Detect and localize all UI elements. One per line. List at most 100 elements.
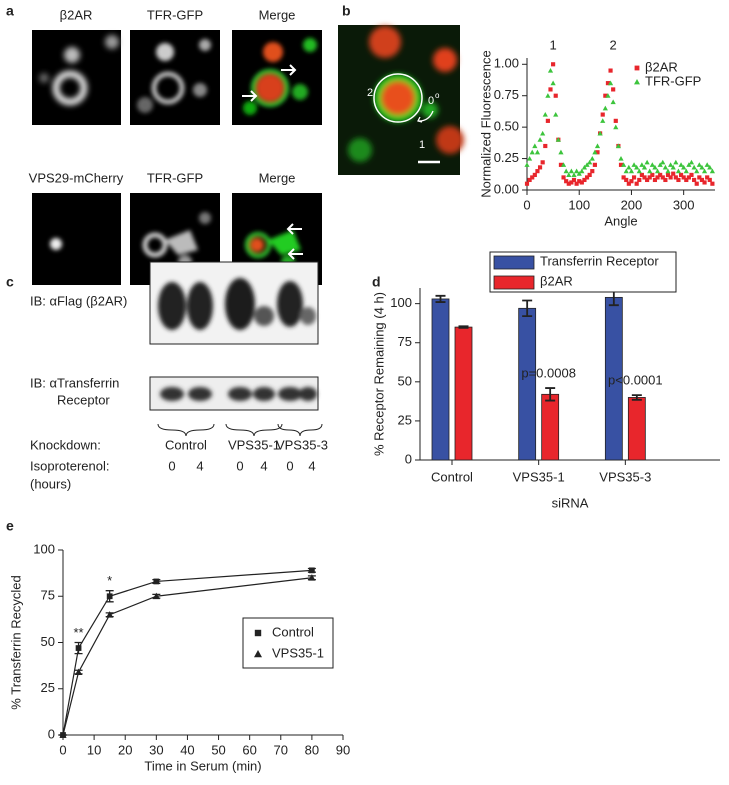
marker: [581, 164, 588, 170]
annotation: p<0.0001: [608, 373, 663, 388]
bar: [627, 397, 646, 461]
y-tick-label: 0.50: [494, 119, 519, 134]
marker: [152, 592, 160, 600]
marker: [553, 93, 558, 98]
image-label: TFR-GFP: [147, 170, 203, 185]
marker: [534, 149, 541, 155]
marker: [647, 168, 653, 174]
marker: [645, 177, 650, 183]
legend-marker: [254, 629, 262, 637]
bar: [431, 298, 450, 461]
marker: [595, 150, 600, 155]
marker: [543, 143, 548, 149]
marker: [675, 168, 682, 174]
marker: [603, 93, 608, 98]
micrograph-content: [39, 35, 119, 106]
marker: [563, 168, 569, 174]
marker: [691, 164, 697, 170]
marker: [681, 164, 687, 170]
group-label: Control: [165, 437, 207, 452]
marker: [568, 168, 574, 174]
x-tick-label: 20: [118, 742, 132, 757]
marker: [631, 162, 637, 167]
marker: [673, 175, 678, 180]
marker: [676, 177, 681, 183]
marker: [639, 162, 645, 167]
marker: [623, 168, 629, 174]
group-label: VPS35-1: [228, 437, 280, 452]
y-axis-label: % Transferrin Recycled: [8, 575, 23, 709]
time-label: 4: [196, 458, 203, 473]
marker: [577, 179, 582, 184]
marker: [594, 143, 601, 149]
marker: [564, 179, 569, 184]
marker: [671, 171, 676, 176]
panel-a: β2AR TFR-GFP Merge VPS29-mCherry TFR-GFP…: [29, 7, 322, 285]
x-tick-label: VPS35-1: [513, 469, 565, 484]
error-bar: [545, 387, 556, 402]
marker: [699, 177, 705, 183]
marker: [673, 159, 679, 165]
error-bar: [435, 294, 446, 303]
y-tick-label: 75: [398, 334, 412, 349]
marker: [584, 175, 590, 180]
marker: [542, 111, 548, 117]
marker: [540, 130, 546, 136]
y-tick-label: 25: [398, 412, 412, 427]
y-tick-label: 100: [390, 295, 412, 310]
marker: [524, 181, 530, 186]
marker: [558, 149, 564, 155]
marker: [655, 175, 660, 180]
y-axis-label: % Receptor Remaining (4 h): [371, 292, 386, 456]
micrograph-content: [243, 38, 317, 115]
time-label: 0: [236, 458, 243, 473]
marker: [686, 162, 692, 167]
marker: [587, 159, 593, 165]
x-axis-label: Time in Serum (min): [144, 758, 261, 773]
marker: [678, 172, 684, 177]
time-label: 0: [286, 458, 293, 473]
marker: [571, 177, 577, 183]
marker: [702, 180, 707, 185]
x-tick-label: 10: [87, 742, 101, 757]
panel-label: c: [6, 274, 14, 290]
legend-marker: [634, 65, 640, 71]
marker: [74, 668, 83, 675]
image-label: VPS29-mCherry: [29, 170, 124, 185]
arrow: [286, 223, 310, 277]
annotation: **: [73, 625, 83, 640]
y-tick-label: 50: [41, 634, 55, 649]
legend-label: TFR-GFP: [645, 73, 701, 88]
y-tick-label: 0: [405, 451, 412, 466]
marker: [634, 181, 639, 186]
marker: [602, 105, 608, 111]
marker: [527, 155, 533, 161]
blot-bands: [160, 387, 317, 401]
panel-b-image: 2 0 o 1: [338, 25, 464, 175]
image-label: 1: [419, 139, 425, 151]
x-tick-label: 70: [274, 742, 288, 757]
error-bar: [631, 394, 642, 401]
time-label: 4: [308, 458, 315, 473]
panel-c: IB: αFlag (β2AR) IB: αTransferrin Recept…: [30, 261, 328, 491]
arrow: [242, 64, 297, 102]
marker: [548, 87, 553, 92]
y-tick-label: 0.25: [494, 150, 519, 165]
marker: [628, 168, 635, 174]
marker: [106, 593, 113, 600]
y-tick-label: 75: [41, 588, 55, 603]
marker: [560, 162, 567, 167]
marker: [704, 162, 710, 167]
group-label: VPS35-3: [276, 437, 328, 452]
y-tick-label: 0.00: [494, 181, 519, 196]
image-label: Merge: [259, 170, 296, 185]
image-label: TFR-GFP: [147, 7, 203, 22]
marker: [618, 162, 624, 167]
panel-label: b: [342, 3, 351, 19]
marker: [566, 172, 572, 177]
legend-swatch: [493, 275, 535, 290]
marker: [308, 574, 316, 581]
y-tick-label: 25: [41, 680, 55, 695]
marker: [590, 169, 595, 174]
